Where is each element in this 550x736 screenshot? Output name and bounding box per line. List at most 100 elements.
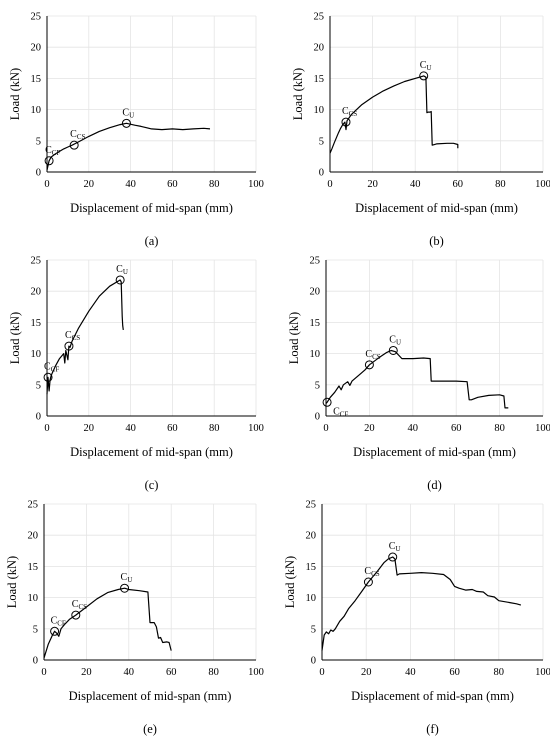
x-tick-label: 0 (327, 179, 332, 190)
panel-label: (a) (145, 234, 159, 248)
load-displacement-line-1 (325, 349, 509, 409)
y-tick-label: 0 (315, 412, 320, 423)
y-tick-label: 20 (28, 531, 39, 542)
annotation-cf: CCF (45, 145, 60, 157)
x-tick-label: 0 (44, 423, 49, 434)
y-tick-label: 15 (31, 74, 42, 85)
x-tick-label: 80 (494, 667, 505, 678)
annotation-u: CU (116, 264, 128, 276)
annotation-subscript: CS (371, 570, 380, 578)
x-tick-label: 0 (41, 667, 46, 678)
y-tick-label: 5 (36, 136, 41, 147)
x-tick-label: 20 (364, 423, 375, 434)
y-axis-title: Load (kN) (287, 312, 301, 364)
x-tick-label: 40 (125, 179, 136, 190)
annotation-cs: CCS (342, 106, 357, 118)
chart-panel-5: 0 20 40 60 80 100 0 5 10 15 20 25 Displacement of mi… (5, 500, 264, 736)
y-tick-label: 10 (310, 349, 321, 360)
y-tick-label: 10 (31, 349, 42, 360)
y-tick-label: 25 (31, 12, 42, 23)
point-marker-u (121, 118, 131, 128)
point-marker-cf (44, 156, 54, 166)
annotation-subscript: CS (72, 334, 81, 342)
x-tick-label: 40 (405, 667, 416, 678)
y-axis-title: Load (kN) (283, 556, 297, 608)
x-tick-label: 40 (125, 423, 136, 434)
x-tick-label: 60 (451, 423, 462, 434)
load-displacement-line-1 (329, 75, 459, 154)
y-tick-label: 20 (31, 43, 42, 54)
y-tick-label: 20 (310, 287, 321, 298)
y-axis-title: Load (kN) (291, 68, 305, 120)
panel-label: (e) (143, 722, 157, 736)
chart-panel-4: 0 20 40 60 80 100 0 5 10 15 20 25 Displacement of mi… (287, 256, 550, 493)
x-tick-label: 80 (495, 179, 506, 190)
x-tick-label: 100 (535, 667, 550, 678)
annotation-u: CU (121, 572, 133, 584)
y-tick-label: 15 (28, 562, 39, 573)
x-axis-title: Displacement of mid-span (mm) (353, 445, 516, 459)
annotation-subscript: CF (340, 410, 349, 418)
y-tick-label: 15 (31, 318, 42, 329)
annotation-subscript: U (396, 338, 401, 346)
x-tick-label: 80 (209, 179, 220, 190)
point-marker-cf (50, 626, 60, 636)
annotation-subscript: CF (57, 619, 66, 627)
annotation-subscript: CF (52, 149, 61, 157)
point-marker-cs (363, 577, 373, 587)
point-marker-cf (43, 372, 53, 382)
x-tick-label: 20 (81, 667, 92, 678)
annotation-u: CU (389, 334, 401, 346)
panel-label: (b) (429, 234, 444, 248)
panel-label: (f) (426, 722, 439, 736)
annotation-cs: CCS (365, 349, 380, 361)
y-tick-label: 5 (36, 380, 41, 391)
y-tick-label: 15 (314, 74, 325, 85)
annotation-subscript: U (129, 111, 134, 119)
x-axis-title: Displacement of mid-span (mm) (70, 445, 233, 459)
x-tick-label: 60 (167, 423, 178, 434)
x-tick-label: 60 (167, 179, 178, 190)
annotation-subscript: CF (51, 365, 60, 373)
chart-panel-2: 0 20 40 60 80 100 0 5 10 15 20 25 Displacement of mi… (291, 12, 550, 249)
point-marker-cs (69, 140, 79, 150)
annotation-subscript: U (395, 545, 400, 553)
x-tick-label: 40 (124, 667, 135, 678)
y-tick-label: 0 (36, 412, 41, 423)
load-displacement-line-1 (46, 279, 124, 395)
point-marker-u (388, 345, 398, 355)
annotation-cs: CCS (70, 129, 85, 141)
x-tick-label: 0 (319, 667, 324, 678)
x-axis-title: Displacement of mid-span (mm) (351, 689, 514, 703)
annotation-subscript: U (426, 64, 431, 72)
y-tick-label: 25 (31, 256, 42, 267)
point-marker-cs (64, 341, 74, 351)
y-tick-label: 5 (319, 136, 324, 147)
annotation-cf: CCF (333, 406, 348, 418)
y-tick-label: 0 (311, 656, 316, 667)
x-tick-label: 40 (410, 179, 421, 190)
x-tick-label: 60 (166, 667, 177, 678)
annotation-u: CU (389, 541, 401, 553)
y-tick-label: 10 (314, 105, 325, 116)
x-tick-label: 0 (323, 423, 328, 434)
point-marker-u (120, 583, 130, 593)
x-tick-label: 100 (248, 423, 264, 434)
x-tick-label: 100 (248, 179, 264, 190)
annotation-subscript: U (127, 576, 132, 584)
y-tick-label: 10 (31, 105, 42, 116)
y-tick-label: 25 (28, 500, 39, 511)
annotation-cs: CCS (364, 566, 379, 578)
x-tick-label: 60 (453, 179, 464, 190)
y-tick-label: 20 (31, 287, 42, 298)
x-tick-label: 100 (535, 423, 550, 434)
y-axis-title: Load (kN) (8, 68, 22, 120)
chart-panel-3: 0 20 40 60 80 100 0 5 10 15 20 25 Displacement of mi… (8, 256, 264, 493)
annotation-subscript: CS (77, 133, 86, 141)
y-tick-label: 15 (310, 318, 321, 329)
chart-panel-1: 0 20 40 60 80 100 0 5 10 15 20 25 Displacement of mi… (8, 12, 264, 249)
panel-label: (d) (427, 478, 442, 492)
y-tick-label: 5 (33, 624, 38, 635)
x-tick-label: 20 (84, 179, 95, 190)
